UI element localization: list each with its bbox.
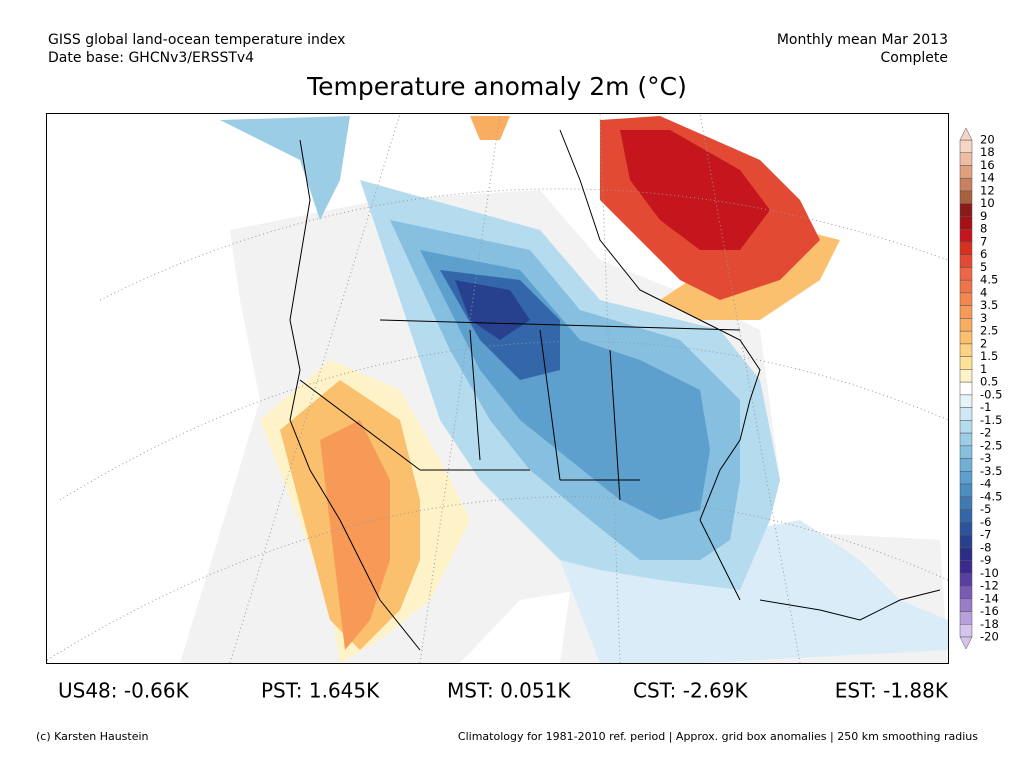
- colorbar-label: -3.5: [980, 464, 1002, 478]
- colorbar-label: 5: [980, 260, 987, 274]
- colorbar-box: [959, 534, 973, 549]
- colorbar-label: 12: [980, 183, 995, 197]
- colorbar-label: 10: [980, 196, 995, 210]
- stat-cst: CST: -2.69K: [633, 679, 749, 703]
- colorbar-label: -4: [980, 477, 991, 491]
- colorbar-box: [959, 241, 973, 255]
- colorbar-box: [959, 318, 973, 332]
- colorbar-box: [959, 190, 973, 204]
- colorbar-box: [959, 343, 973, 357]
- header-left-2: Date base: GHCNv3/ERSSTv4: [48, 50, 254, 66]
- colorbar-box: [959, 228, 973, 243]
- footer-left: (c) Karsten Haustein: [36, 730, 149, 743]
- colorbar-box: [959, 420, 973, 434]
- colorbar-label: 4: [980, 285, 987, 299]
- colorbar-box: [959, 279, 973, 294]
- colorbar-box: [959, 471, 973, 485]
- colorbar-cap-top: [959, 127, 973, 141]
- colorbar-box: [959, 458, 973, 472]
- colorbar-box: [959, 445, 973, 459]
- footer-right: Climatology for 1981-2010 ref. period | …: [458, 730, 978, 743]
- colorbar-box: [959, 509, 973, 523]
- colorbar-label: -4.5: [980, 489, 1002, 503]
- colorbar-label: -3: [980, 451, 991, 465]
- colorbar-box: [959, 254, 973, 268]
- colorbar-box: [959, 203, 973, 217]
- colorbar-label: -9: [980, 553, 991, 567]
- colorbar-box: [959, 611, 973, 625]
- colorbar-label: 2: [980, 336, 987, 350]
- colorbar-label: 1.5: [980, 349, 998, 363]
- colorbar-label: 20: [980, 133, 995, 147]
- colorbar-label: 0.5: [980, 375, 998, 389]
- colorbar-box: [959, 560, 973, 574]
- header-left-1: GISS global land-ocean temperature index: [48, 32, 345, 48]
- colorbar-box: [959, 292, 973, 306]
- colorbar-label: -2.5: [980, 438, 1002, 452]
- colorbar-box: [959, 267, 973, 281]
- colorbar-label: 8: [980, 222, 987, 236]
- map-frame: [46, 113, 949, 664]
- colorbar-box: [959, 139, 973, 153]
- colorbar-cap-bottom: [959, 636, 973, 650]
- colorbar-box: [959, 369, 973, 383]
- header-right-1: Monthly mean Mar 2013: [777, 32, 948, 48]
- colorbar-label: 16: [980, 158, 995, 172]
- colorbar-box: [959, 496, 973, 510]
- colorbar-label: 14: [980, 171, 995, 185]
- colorbar-label: 3.5: [980, 298, 998, 312]
- colorbar-label: 9: [980, 209, 987, 223]
- colorbar-box: [959, 598, 973, 612]
- colorbar-box: [959, 356, 973, 370]
- colorbar-label: -5: [980, 502, 991, 516]
- colorbar-box: [959, 394, 973, 408]
- colorbar-box: [959, 624, 973, 638]
- colorbar-label: -8: [980, 540, 991, 554]
- colorbar-label: 18: [980, 145, 995, 159]
- colorbar-label: -14: [980, 591, 999, 605]
- stat-mst: MST: 0.051K: [447, 679, 571, 703]
- colorbar-label: -1.5: [980, 413, 1002, 427]
- colorbar-box: [959, 152, 973, 166]
- colorbar-label: -0.5: [980, 387, 1002, 401]
- colorbar-label: -16: [980, 604, 999, 618]
- colorbar-label: -1: [980, 400, 991, 414]
- colorbar-label: 4.5: [980, 273, 998, 287]
- map-title: Temperature anomaly 2m (°C): [306, 72, 687, 101]
- colorbar-box: [959, 216, 973, 230]
- stat-us48: US48: -0.66K: [58, 679, 190, 703]
- colorbar-box: [959, 381, 973, 396]
- colorbar-box: [959, 177, 973, 192]
- map-area: [47, 114, 948, 663]
- colorbar-box: [959, 585, 973, 600]
- colorbar-label: 1: [980, 362, 987, 376]
- colorbar-label: 2.5: [980, 324, 998, 338]
- colorbar-box: [959, 305, 973, 319]
- colorbar-label: -7: [980, 528, 991, 542]
- header-right-2: Complete: [881, 50, 948, 66]
- colorbar-box: [959, 330, 973, 345]
- colorbar-label: 7: [980, 234, 987, 248]
- colorbar-label: -12: [980, 579, 999, 593]
- colorbar-label: -2: [980, 426, 991, 440]
- colorbar-box: [959, 547, 973, 561]
- colorbar-label: -20: [980, 630, 999, 644]
- stat-est: EST: -1.88K: [835, 679, 949, 703]
- colorbar-box: [959, 483, 973, 498]
- colorbar-box: [959, 407, 973, 421]
- colorbar-label: 6: [980, 247, 987, 261]
- colorbar-box: [959, 522, 973, 536]
- colorbar-label: -18: [980, 617, 999, 631]
- colorbar-box: [959, 573, 973, 587]
- colorbar-label: -10: [980, 566, 999, 580]
- colorbar-box: [959, 165, 973, 179]
- stat-pst: PST: 1.645K: [261, 679, 380, 703]
- colorbar: 201816141210987654.543.532.521.510.5-0.5…: [959, 127, 1002, 650]
- colorbar-label: 3: [980, 311, 987, 325]
- colorbar-label: -6: [980, 515, 991, 529]
- colorbar-box: [959, 432, 973, 447]
